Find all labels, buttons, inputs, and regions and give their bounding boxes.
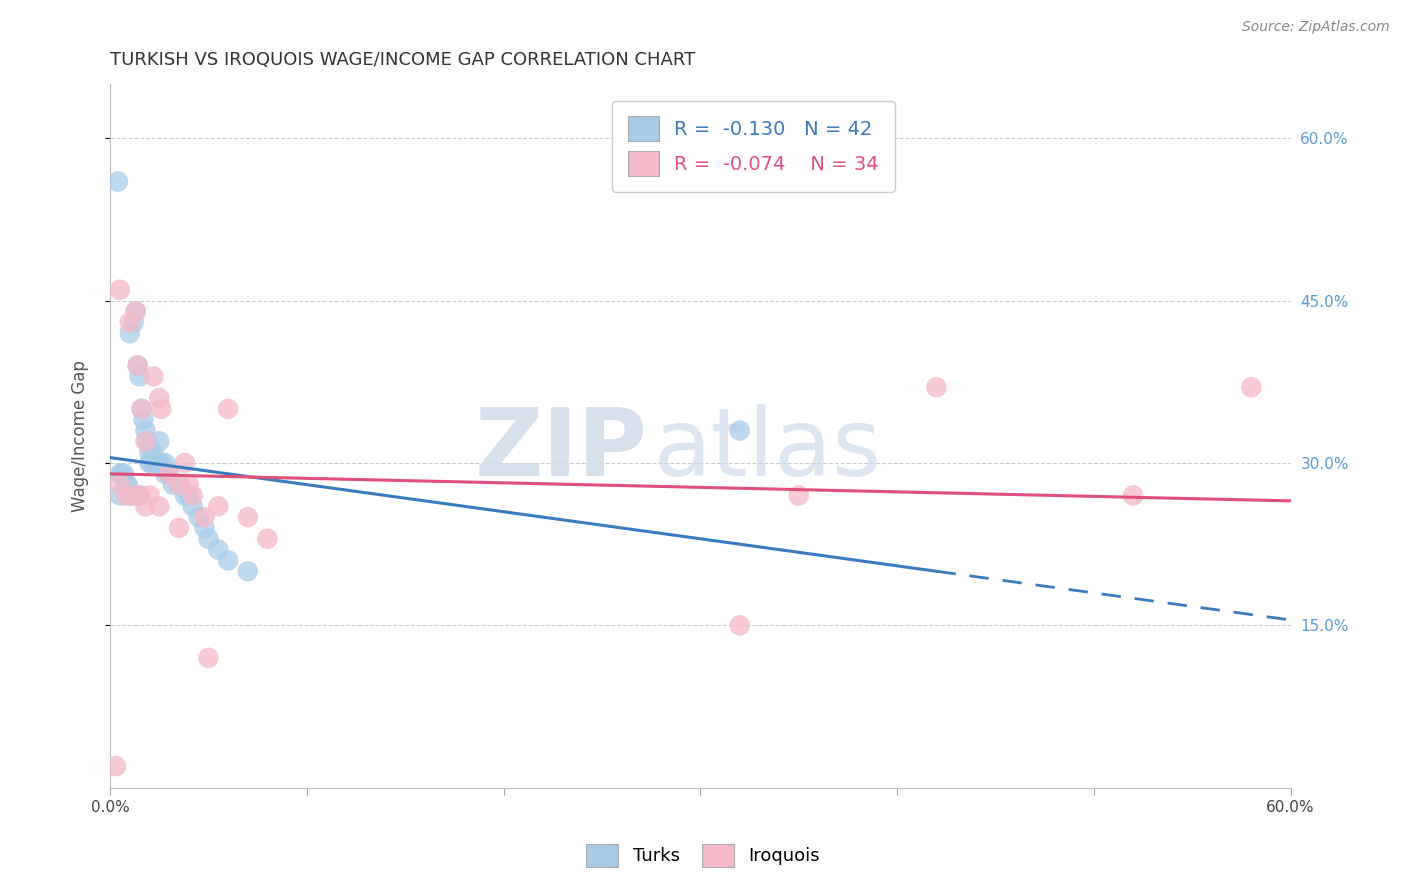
Point	[236, 510, 259, 524]
Point	[114, 488, 136, 502]
Point	[157, 467, 180, 481]
Point	[148, 391, 170, 405]
Point	[207, 500, 229, 514]
Point	[122, 488, 145, 502]
Point	[104, 759, 127, 773]
Point	[157, 467, 180, 481]
Point	[150, 401, 173, 416]
Point	[236, 564, 259, 578]
Point	[141, 456, 163, 470]
Point	[217, 401, 239, 416]
Point	[197, 651, 219, 665]
Point	[128, 369, 150, 384]
Text: Source: ZipAtlas.com: Source: ZipAtlas.com	[1241, 20, 1389, 34]
Point	[134, 500, 156, 514]
Point	[118, 326, 141, 340]
Point	[142, 445, 165, 459]
Point	[108, 283, 131, 297]
Point	[173, 488, 195, 502]
Point	[187, 510, 209, 524]
Point	[153, 456, 176, 470]
Point	[787, 488, 810, 502]
Point	[127, 359, 149, 373]
Point	[148, 500, 170, 514]
Point	[217, 553, 239, 567]
Point	[177, 477, 200, 491]
Point	[150, 456, 173, 470]
Point	[117, 477, 139, 491]
Point	[256, 532, 278, 546]
Point	[128, 488, 150, 502]
Point	[124, 304, 146, 318]
Point	[728, 424, 751, 438]
Point	[197, 532, 219, 546]
Point	[134, 434, 156, 449]
Point	[131, 401, 153, 416]
Point	[148, 434, 170, 449]
Legend: Turks, Iroquois: Turks, Iroquois	[579, 837, 827, 874]
Point	[142, 369, 165, 384]
Point	[114, 477, 136, 491]
Point	[124, 304, 146, 318]
Point	[118, 315, 141, 329]
Point	[138, 456, 160, 470]
Point	[122, 315, 145, 329]
Point	[107, 175, 129, 189]
Y-axis label: Wage/Income Gap: Wage/Income Gap	[72, 360, 89, 512]
Point	[108, 467, 131, 481]
Point	[111, 467, 134, 481]
Point	[146, 456, 169, 470]
Text: atlas: atlas	[654, 404, 882, 496]
Point	[136, 434, 159, 449]
Point	[122, 488, 145, 502]
Point	[143, 456, 166, 470]
Point	[128, 488, 150, 502]
Legend: R =  -0.130   N = 42, R =  -0.074    N = 34: R = -0.130 N = 42, R = -0.074 N = 34	[612, 101, 894, 192]
Point	[193, 510, 215, 524]
Point	[112, 467, 135, 481]
Point	[1122, 488, 1144, 502]
Point	[207, 542, 229, 557]
Text: ZIP: ZIP	[474, 404, 647, 496]
Point	[108, 477, 131, 491]
Point	[131, 401, 153, 416]
Point	[173, 456, 195, 470]
Point	[118, 488, 141, 502]
Point	[138, 445, 160, 459]
Point	[193, 521, 215, 535]
Point	[177, 488, 200, 502]
Point	[167, 477, 190, 491]
Point	[162, 477, 184, 491]
Point	[167, 521, 190, 535]
Point	[153, 467, 176, 481]
Point	[181, 488, 204, 502]
Text: TURKISH VS IROQUOIS WAGE/INCOME GAP CORRELATION CHART: TURKISH VS IROQUOIS WAGE/INCOME GAP CORR…	[110, 51, 696, 69]
Point	[167, 477, 190, 491]
Point	[728, 618, 751, 632]
Point	[108, 488, 131, 502]
Point	[138, 488, 160, 502]
Point	[925, 380, 948, 394]
Point	[132, 413, 155, 427]
Point	[134, 424, 156, 438]
Point	[1240, 380, 1263, 394]
Point	[181, 500, 204, 514]
Point	[127, 359, 149, 373]
